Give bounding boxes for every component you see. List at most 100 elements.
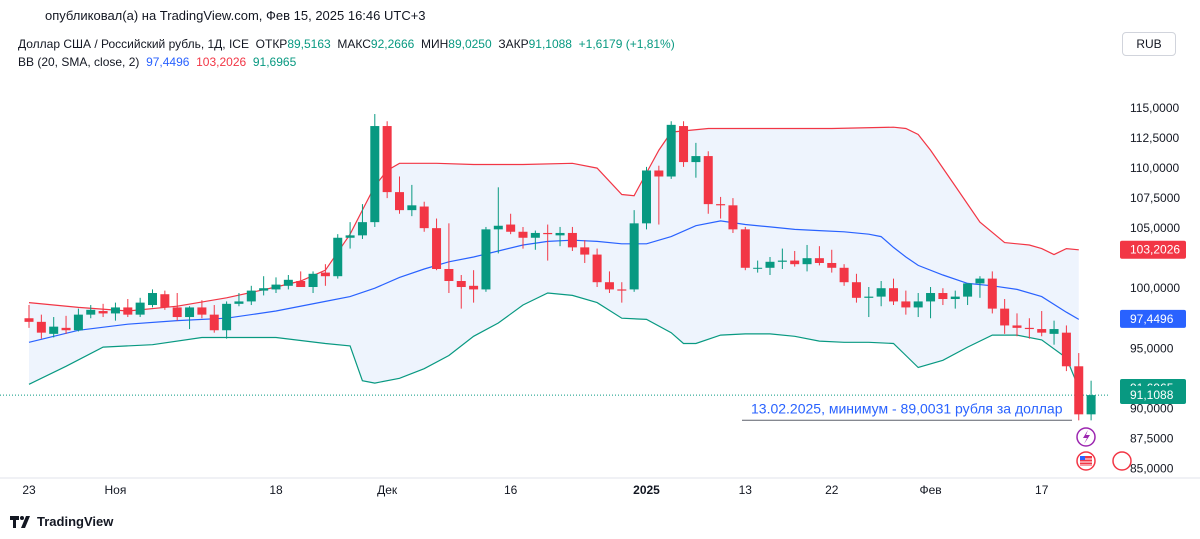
candle-body (432, 228, 442, 269)
time-axis-tick: 16 (504, 483, 518, 497)
time-axis-tick: 23 (22, 483, 36, 497)
candle-body (913, 301, 923, 308)
price-axis-label: 103,2026 (1130, 243, 1180, 257)
candle-body (481, 229, 491, 290)
lightning-icon (1083, 430, 1090, 444)
time-axis-tick: 18 (269, 483, 283, 497)
us-flag-icon (1080, 456, 1092, 466)
low-label: МИН (420, 37, 449, 51)
candle-body (703, 156, 713, 205)
price-axis-tick: 95,0000 (1130, 341, 1174, 355)
annotation-text: 13.02.2025, минимум - 89,0031 рубля за д… (751, 400, 1063, 416)
candle-body (963, 283, 973, 297)
candle-body (889, 288, 898, 302)
candle-body (283, 279, 293, 286)
bb-lower-line (28, 292, 1080, 389)
candle-body (728, 205, 738, 230)
candle-body (234, 301, 244, 304)
high-value: 92,2666 (370, 37, 415, 51)
candle-body (357, 222, 367, 236)
bb-upper-value: 103,2026 (196, 55, 247, 69)
candle-body (222, 303, 232, 331)
price-axis-label-bg (1120, 386, 1186, 405)
close-value: 91,1088 (528, 37, 572, 51)
candle-body (370, 126, 380, 223)
candle-body (160, 294, 170, 308)
candle-body (901, 301, 911, 308)
bollinger-band-fill (29, 127, 1079, 388)
candle-body (740, 229, 750, 268)
candle-body (506, 224, 516, 232)
candle-body (24, 318, 34, 322)
candle-body (61, 327, 71, 331)
candle-body (642, 170, 651, 224)
candle-body (493, 225, 503, 230)
time-axis-tick: Дек (377, 483, 398, 497)
candle-body (135, 302, 145, 315)
candle-body (753, 267, 763, 269)
candle-body (1061, 332, 1071, 367)
time-axis-tick: 17 (1035, 483, 1049, 497)
bb-basis-value: 97,4496 (146, 55, 190, 69)
candle-body (938, 293, 948, 300)
price-axis-tick: 115,0000 (1130, 101, 1179, 115)
change-value: +1,6179 (+1,81%) (578, 37, 675, 51)
price-axis-label: 91,1088 (1130, 388, 1174, 402)
candle-body (1086, 395, 1096, 415)
price-axis-label: 97,4496 (1130, 312, 1174, 326)
candle-body (382, 126, 392, 193)
candle-body (716, 204, 726, 206)
candle-body (950, 296, 960, 300)
candle-body (1000, 308, 1010, 326)
candle-body (407, 205, 417, 211)
time-axis-tick: Фев (919, 483, 941, 497)
bb-lower-value: 91,6965 (252, 55, 297, 69)
candle-body (333, 237, 343, 277)
candle-body (197, 307, 207, 315)
published-caption: опубликовал(а) на TradingView.com, Фев 1… (45, 8, 426, 23)
price-axis-tick: 87,5000 (1130, 431, 1174, 445)
candle-body (543, 232, 553, 235)
candle-body (691, 156, 701, 163)
indicator-title: BB (20, SMA, close, 2) (18, 55, 140, 69)
flag-canton-icon (1080, 456, 1085, 460)
candle-body (172, 307, 182, 318)
candle-body (1049, 329, 1059, 334)
candle-body (580, 247, 590, 255)
price-axis-tick: 110,0000 (1130, 161, 1179, 175)
candle-body (666, 124, 676, 177)
candle-body (592, 254, 602, 283)
candle-body (469, 285, 479, 290)
price-axis-tick: 100,0000 (1130, 281, 1180, 295)
candle-body (926, 293, 936, 302)
candle-body (259, 288, 269, 291)
candle-body (654, 170, 664, 177)
candle-body (209, 314, 219, 331)
candle-body (555, 232, 565, 236)
candle-body (567, 232, 577, 248)
price-axis-label-bg (1120, 240, 1186, 259)
candle-body (246, 290, 256, 302)
tradingview-logo-icon (10, 515, 30, 528)
low-value: 89,0250 (448, 37, 492, 51)
time-axis-tick: 2025 (633, 483, 660, 497)
candle-body (814, 258, 824, 263)
price-axis-tick: 90,0000 (1130, 401, 1174, 415)
candle-body (617, 289, 627, 291)
candle-body (1037, 329, 1047, 333)
candle-body (456, 281, 466, 288)
candle-body (296, 281, 306, 288)
candle-body (987, 278, 997, 309)
time-axis-tick: 13 (739, 483, 753, 497)
candle-body (777, 260, 787, 262)
candle-body (518, 231, 528, 238)
high-label: МАКС (337, 37, 371, 51)
candle-body (530, 232, 540, 238)
candle-body (444, 268, 454, 282)
time-axis-tick: Ноя (105, 483, 127, 497)
price-axis-label-bg (1120, 309, 1186, 328)
tradingview-brand: TradingView (10, 514, 113, 529)
currency-button[interactable]: RUB (1122, 32, 1176, 56)
candle-body (802, 258, 812, 265)
